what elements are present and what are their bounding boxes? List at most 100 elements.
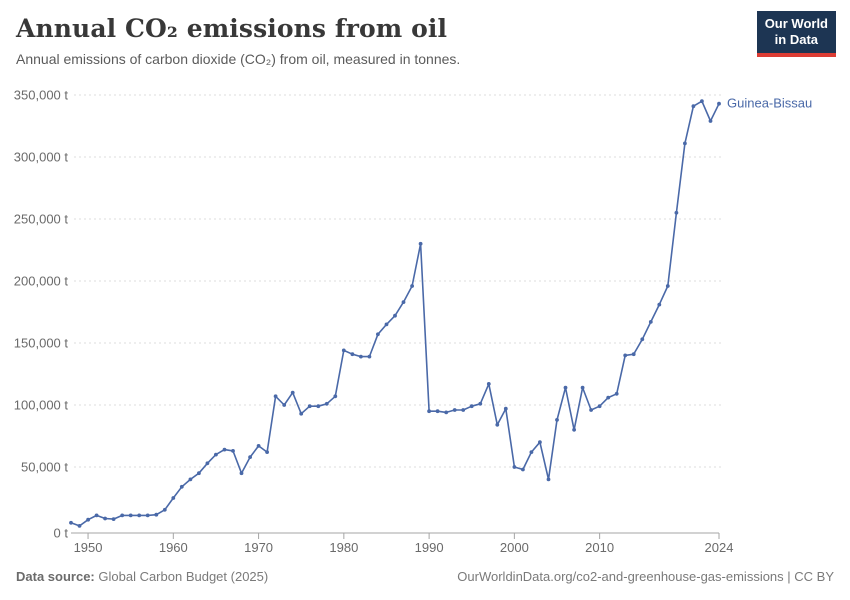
data-source-label: Data source: bbox=[16, 569, 95, 584]
data-point bbox=[631, 352, 636, 357]
data-points bbox=[69, 99, 721, 528]
y-tick-label: 350,000 t bbox=[14, 88, 69, 103]
x-tick-label: 1950 bbox=[74, 540, 103, 555]
data-point bbox=[324, 401, 329, 406]
data-point bbox=[555, 418, 559, 422]
data-point bbox=[640, 337, 645, 342]
data-point bbox=[563, 385, 568, 390]
data-point bbox=[77, 524, 82, 528]
data-point bbox=[145, 513, 150, 518]
data-point bbox=[623, 353, 628, 358]
data-point bbox=[674, 210, 679, 215]
data-point bbox=[154, 512, 159, 517]
data-point bbox=[648, 320, 653, 324]
data-point bbox=[683, 141, 687, 146]
x-tick-label: 2024 bbox=[705, 540, 734, 555]
data-point bbox=[307, 404, 312, 409]
data-point bbox=[700, 99, 704, 104]
data-point bbox=[478, 401, 483, 406]
data-point bbox=[512, 465, 517, 469]
owid-logo-line2: in Data bbox=[774, 32, 819, 48]
data-point bbox=[205, 461, 210, 466]
y-tick-label: 100,000 t bbox=[14, 398, 69, 413]
data-point bbox=[231, 449, 235, 453]
data-point bbox=[427, 409, 431, 414]
data-point bbox=[282, 403, 287, 407]
data-point bbox=[606, 395, 611, 400]
data-point bbox=[572, 427, 576, 432]
page-title: Annual CO₂ emissions from oil bbox=[16, 14, 448, 43]
data-point bbox=[657, 302, 662, 307]
y-gridlines bbox=[74, 94, 722, 468]
y-tick-label: 150,000 t bbox=[14, 336, 69, 351]
data-point bbox=[359, 354, 363, 359]
data-point bbox=[265, 450, 269, 454]
y-axis-labels: 0 t 50,000 t 100,000 t 150,000 t 200,000 t 25… bbox=[14, 88, 69, 541]
data-point bbox=[503, 406, 508, 411]
data-point bbox=[273, 394, 278, 399]
footer: Data source: Global Carbon Budget (2025)… bbox=[16, 569, 834, 584]
footer-link[interactable]: OurWorldinData.org/co2-and-greenhouse-ga… bbox=[457, 569, 834, 584]
data-point bbox=[137, 513, 142, 518]
data-line bbox=[70, 100, 720, 527]
data-point bbox=[299, 411, 304, 416]
data-point bbox=[86, 517, 90, 522]
x-tick-label: 1980 bbox=[329, 540, 358, 555]
data-point bbox=[222, 447, 227, 452]
data-point bbox=[538, 440, 542, 445]
data-point bbox=[162, 507, 167, 512]
x-tick-label: 1960 bbox=[159, 540, 188, 555]
x-axis: 1950 1960 1970 1980 1990 2000 2010 2024 bbox=[71, 532, 734, 555]
data-point bbox=[120, 513, 125, 518]
data-point bbox=[521, 467, 525, 472]
header: Annual CO₂ emissions from oil Annual emi… bbox=[16, 14, 756, 68]
data-source: Data source: Global Carbon Budget (2025) bbox=[16, 569, 268, 584]
data-point bbox=[614, 391, 619, 396]
y-tick-label: 0 t bbox=[54, 526, 69, 541]
y-tick-label: 50,000 t bbox=[21, 460, 68, 475]
data-point bbox=[188, 477, 193, 482]
owid-logo[interactable]: Our World in Data bbox=[756, 11, 836, 57]
data-point bbox=[197, 471, 201, 476]
data-point bbox=[469, 404, 474, 409]
data-point bbox=[341, 348, 346, 353]
data-point bbox=[665, 284, 670, 288]
page-subtitle: Annual emissions of carbon dioxide (CO₂)… bbox=[16, 51, 461, 67]
x-tick-label: 2010 bbox=[585, 540, 614, 555]
data-point bbox=[290, 390, 295, 395]
data-point bbox=[214, 452, 218, 457]
data-point bbox=[580, 385, 585, 390]
data-point bbox=[486, 382, 491, 386]
data-point bbox=[546, 477, 551, 482]
x-tick-label: 1970 bbox=[244, 540, 273, 555]
data-source-value: Global Carbon Budget (2025) bbox=[98, 569, 269, 584]
data-point bbox=[103, 516, 107, 521]
data-point bbox=[410, 284, 414, 288]
x-tick-label: 1990 bbox=[415, 540, 444, 555]
data-point bbox=[717, 101, 721, 106]
data-point bbox=[376, 332, 380, 337]
data-point bbox=[333, 394, 338, 399]
data-point bbox=[350, 352, 355, 357]
data-point bbox=[393, 313, 397, 318]
data-point bbox=[171, 496, 176, 500]
data-point bbox=[179, 484, 184, 489]
data-point bbox=[128, 513, 133, 518]
data-point bbox=[248, 455, 253, 459]
data-point bbox=[597, 404, 602, 409]
data-point bbox=[316, 404, 321, 409]
data-point bbox=[691, 104, 696, 109]
data-point bbox=[461, 408, 466, 412]
y-tick-label: 300,000 t bbox=[14, 150, 69, 165]
data-point bbox=[111, 517, 116, 521]
owid-logo-line1: Our World bbox=[764, 16, 828, 31]
data-point bbox=[708, 119, 713, 123]
data-point bbox=[452, 408, 457, 412]
data-point bbox=[589, 408, 593, 412]
entity-label[interactable]: Guinea-Bissau bbox=[727, 96, 812, 111]
data-point bbox=[529, 450, 534, 454]
data-point bbox=[418, 241, 423, 246]
x-tick-label: 2000 bbox=[500, 540, 529, 555]
